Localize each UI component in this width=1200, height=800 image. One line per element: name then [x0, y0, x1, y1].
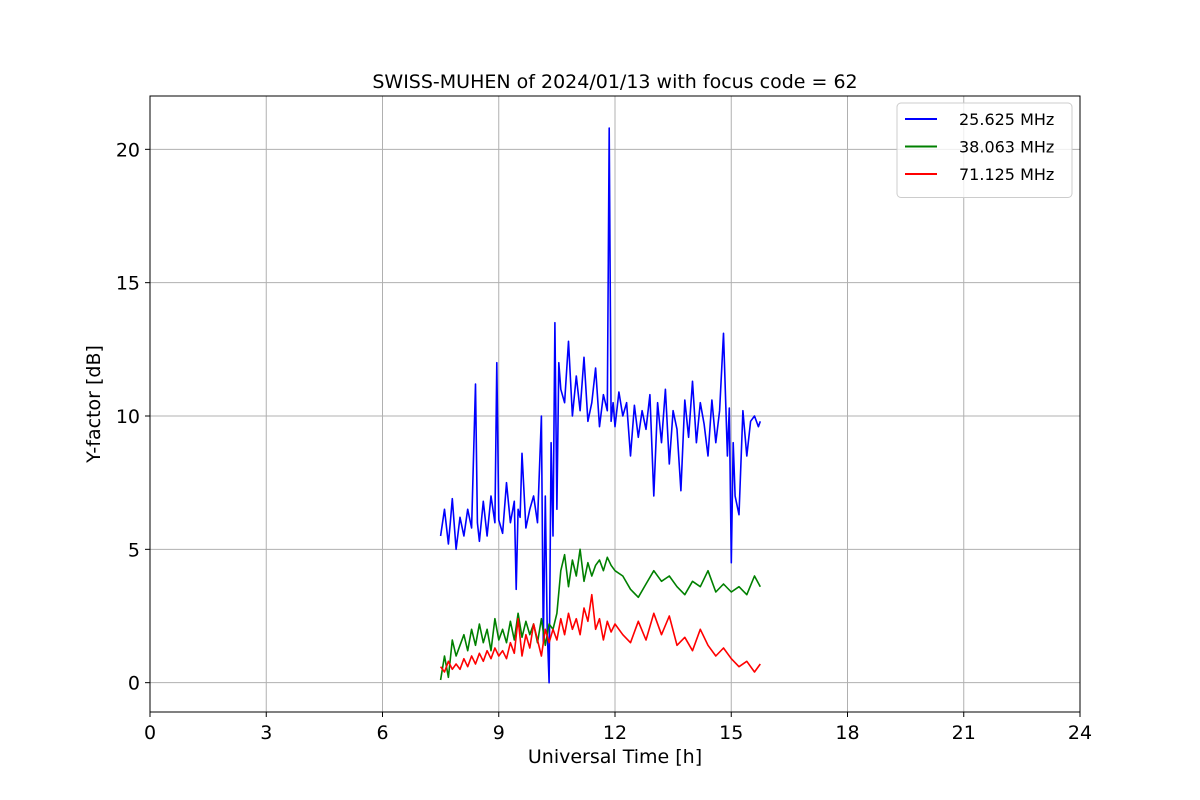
legend-label: 38.063 MHz [959, 138, 1054, 157]
legend-label: 71.125 MHz [959, 165, 1054, 184]
legend: 25.625 MHz 38.063 MHz 71.125 MHz [896, 102, 1073, 198]
x-tick-label: 3 [260, 722, 272, 744]
y-tick-label: 15 [116, 273, 140, 295]
legend-label: 25.625 MHz [959, 110, 1054, 129]
x-tick-label: 0 [144, 722, 156, 744]
x-tick-label: 12 [603, 722, 627, 744]
axis-ticks: 0 3 6 9 12 15 18 21 24 0 5 10 15 20 [116, 139, 1092, 744]
series-line-2 [439, 548, 762, 681]
y-tick-label: 10 [116, 406, 140, 428]
legend-box [896, 102, 1073, 198]
x-tick-label: 6 [376, 722, 388, 744]
x-tick-label: 15 [719, 722, 743, 744]
y-tick-label: 5 [128, 539, 140, 561]
x-tick-label: 24 [1068, 722, 1092, 744]
series-line-3 [439, 593, 761, 673]
y-tick-label: 20 [116, 139, 140, 161]
plot-series [439, 127, 762, 684]
x-tick-label: 18 [835, 722, 859, 744]
x-tick-label: 9 [493, 722, 505, 744]
chart-title: SWISS-MUHEN of 2024/01/13 with focus cod… [372, 71, 857, 93]
x-axis-label: Universal Time [h] [528, 746, 702, 768]
y-axis-label: Y-factor [dB] [83, 345, 105, 464]
series-line-1 [439, 127, 762, 684]
y-tick-label: 0 [128, 673, 140, 695]
x-tick-label: 21 [952, 722, 976, 744]
